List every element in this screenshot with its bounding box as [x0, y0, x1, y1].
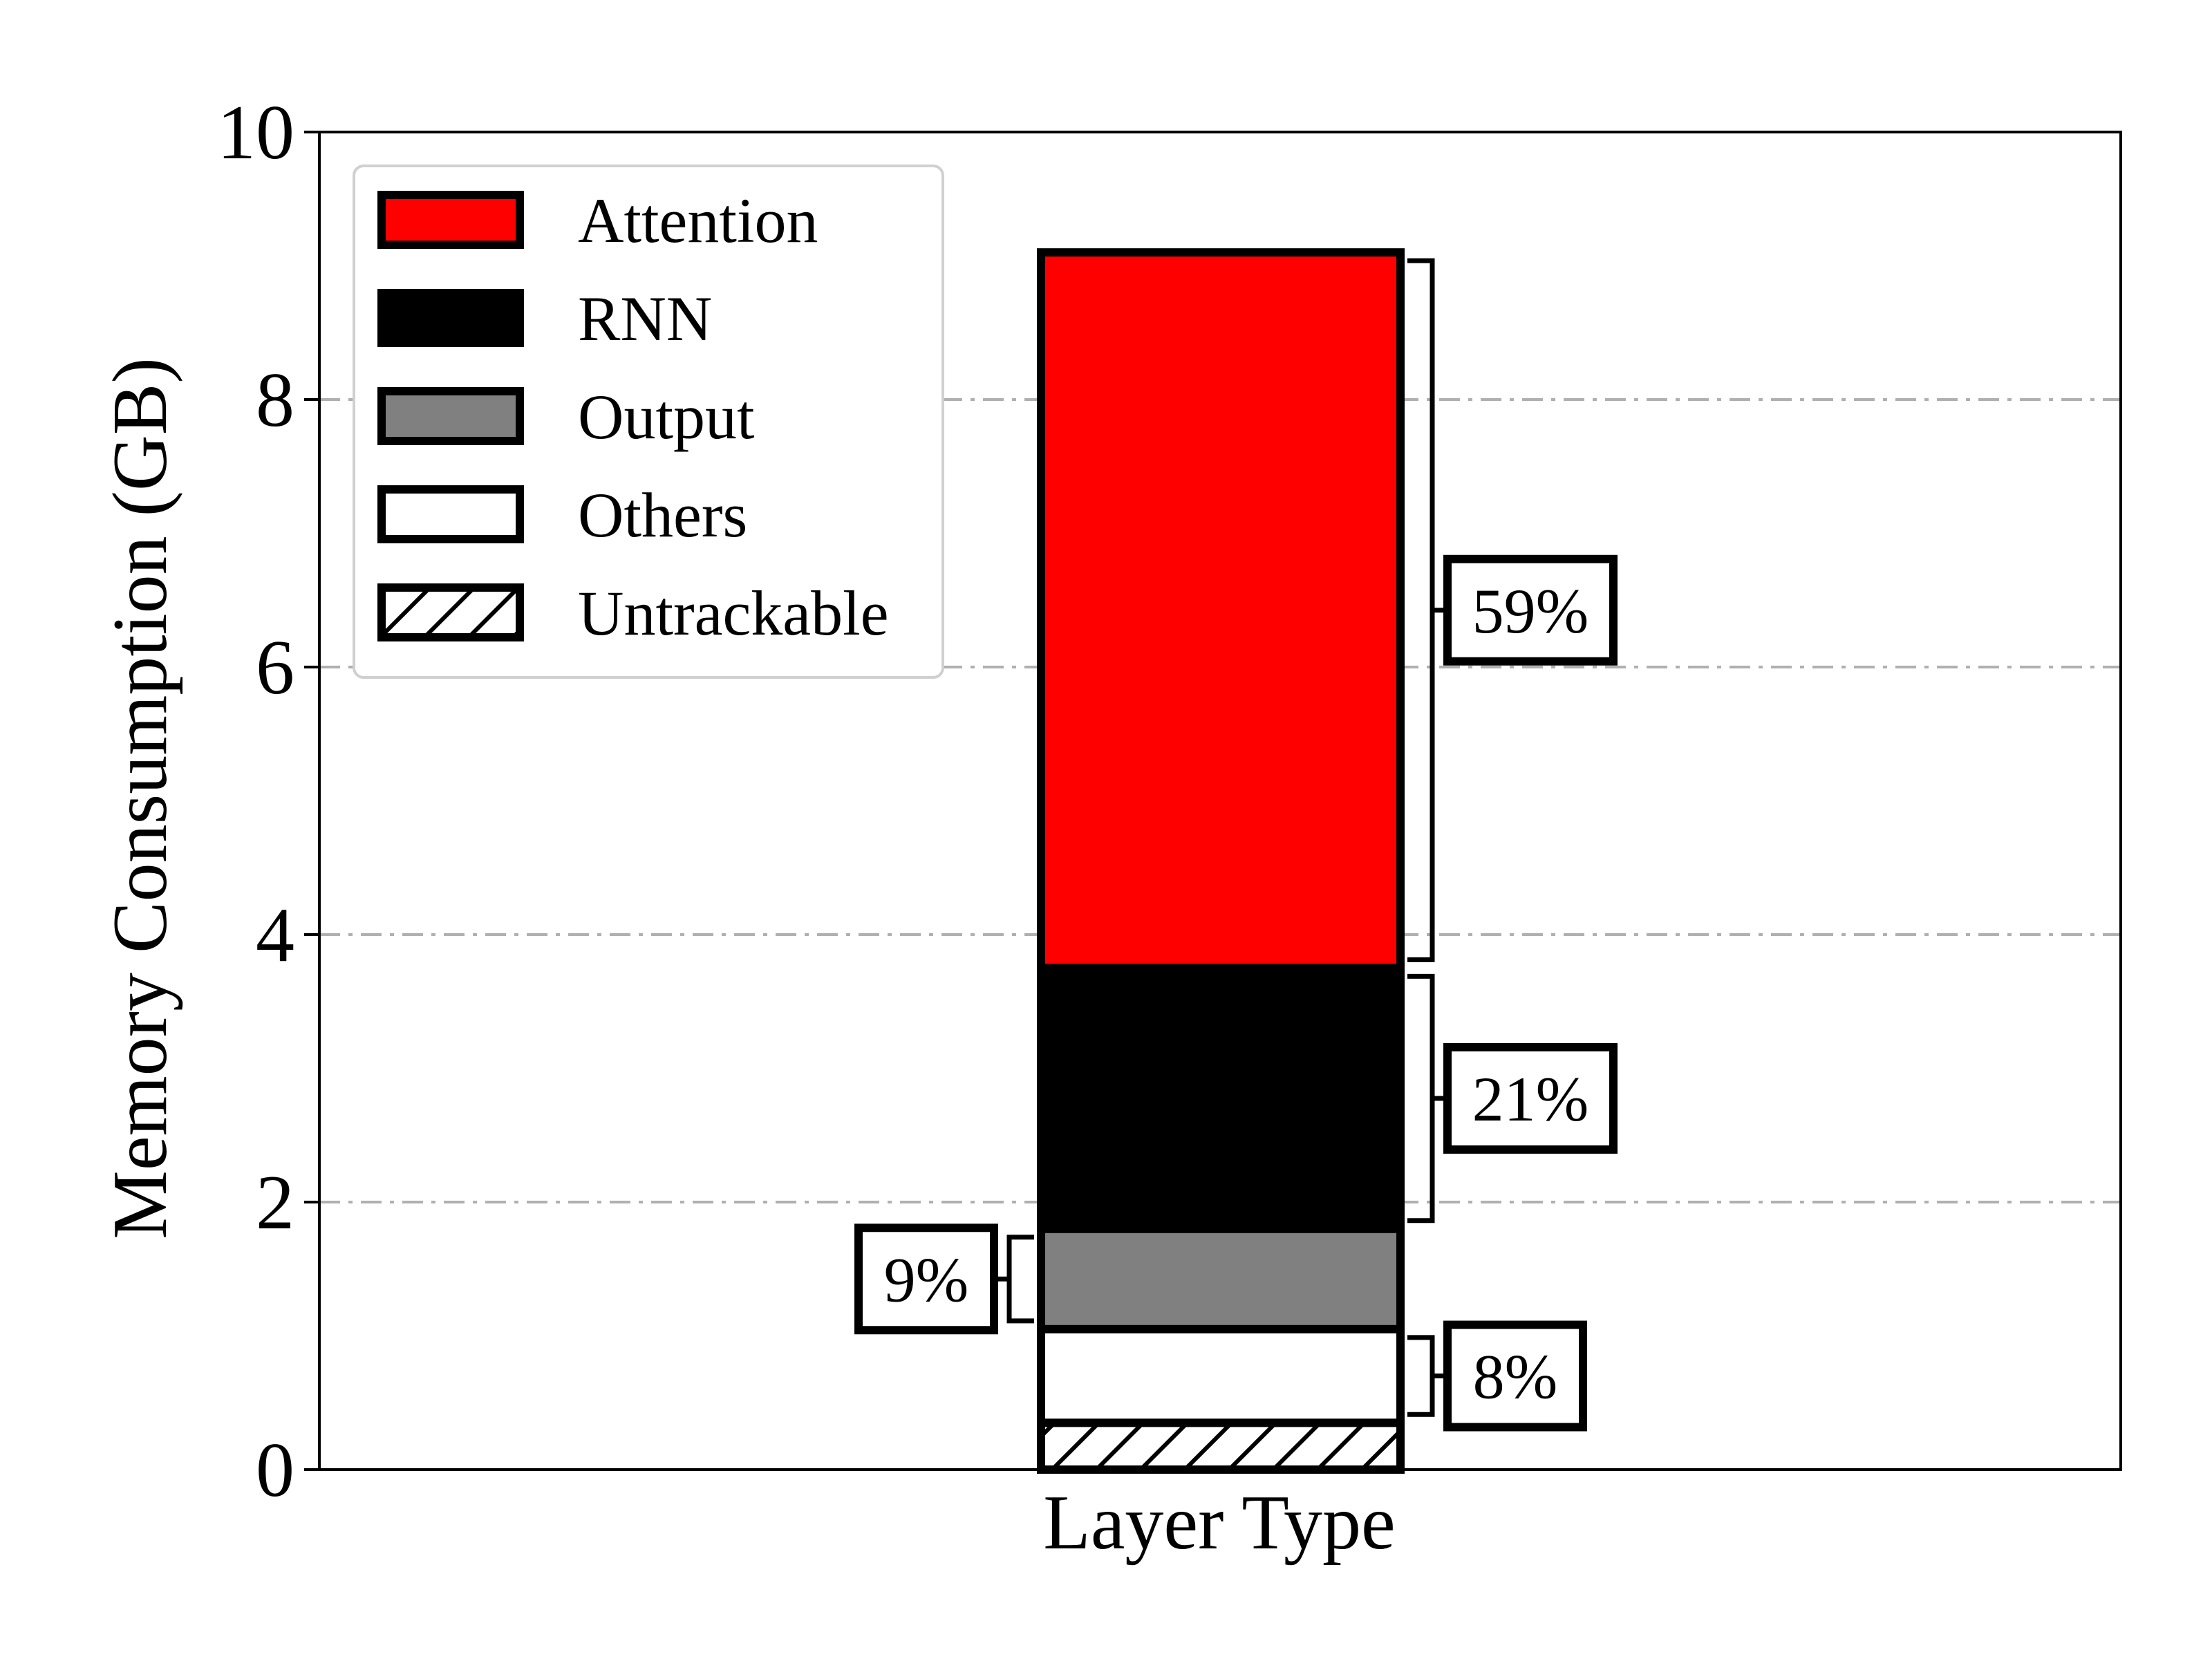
- legend-swatch-untrackable: [377, 583, 524, 641]
- legend-label-rnn: RNN: [578, 283, 712, 354]
- y-tick-label: 2: [256, 1160, 294, 1246]
- bar-segment-untrackable: [1037, 1418, 1405, 1474]
- y-tick-label: 8: [256, 357, 294, 443]
- y-tick-label: 6: [256, 625, 294, 711]
- annotation-bracket: [1407, 258, 1447, 962]
- annotation-label: 8%: [1473, 1342, 1558, 1412]
- legend-label-others: Others: [578, 480, 747, 550]
- annotation-label: 21%: [1472, 1064, 1589, 1134]
- legend: Attention RNN Output Others Untrackable: [353, 165, 944, 679]
- y-tick-label: 10: [217, 90, 294, 176]
- annotation-label: 9%: [884, 1244, 969, 1315]
- bar-segment-output: [1037, 1224, 1405, 1333]
- annotation-box: [1443, 554, 1618, 666]
- stacked-bar: [1037, 248, 1405, 1474]
- legend-swatch-attention: [377, 191, 524, 249]
- y-axis-title: Memory Consumption (GB): [97, 357, 183, 1239]
- bar-segment-rnn: [1037, 964, 1405, 1233]
- y-tick-label: 0: [256, 1427, 294, 1513]
- legend-swatch-others: [377, 485, 524, 543]
- x-axis-title: Layer Type: [1043, 1480, 1395, 1566]
- y-axis-ticks: 0 2 4 6 8 10: [217, 90, 319, 1513]
- bar-segment-attention: [1037, 248, 1405, 973]
- annotation-label: 59%: [1472, 576, 1589, 646]
- legend-label-untrackable: Untrackable: [578, 578, 889, 648]
- annotation-bracket: [994, 1235, 1034, 1324]
- legend-swatch-rnn: [377, 289, 524, 347]
- annotation-bracket: [1407, 1335, 1447, 1417]
- legend-swatch-output: [377, 387, 524, 445]
- annotation-box: [1443, 1043, 1618, 1154]
- legend-label-output: Output: [578, 382, 755, 452]
- annotation-box: [1443, 1320, 1587, 1432]
- plot-border: [318, 131, 2122, 1471]
- y-tick-label: 4: [256, 892, 294, 978]
- legend-label-attention: Attention: [578, 185, 818, 256]
- bar-segment-others: [1037, 1324, 1405, 1427]
- plot-frame: [318, 131, 2122, 1471]
- percentage-annotations: 59% 21% 9% 8%: [854, 258, 1618, 1432]
- annotation-bracket: [1407, 973, 1447, 1224]
- annotation-box: [854, 1224, 998, 1335]
